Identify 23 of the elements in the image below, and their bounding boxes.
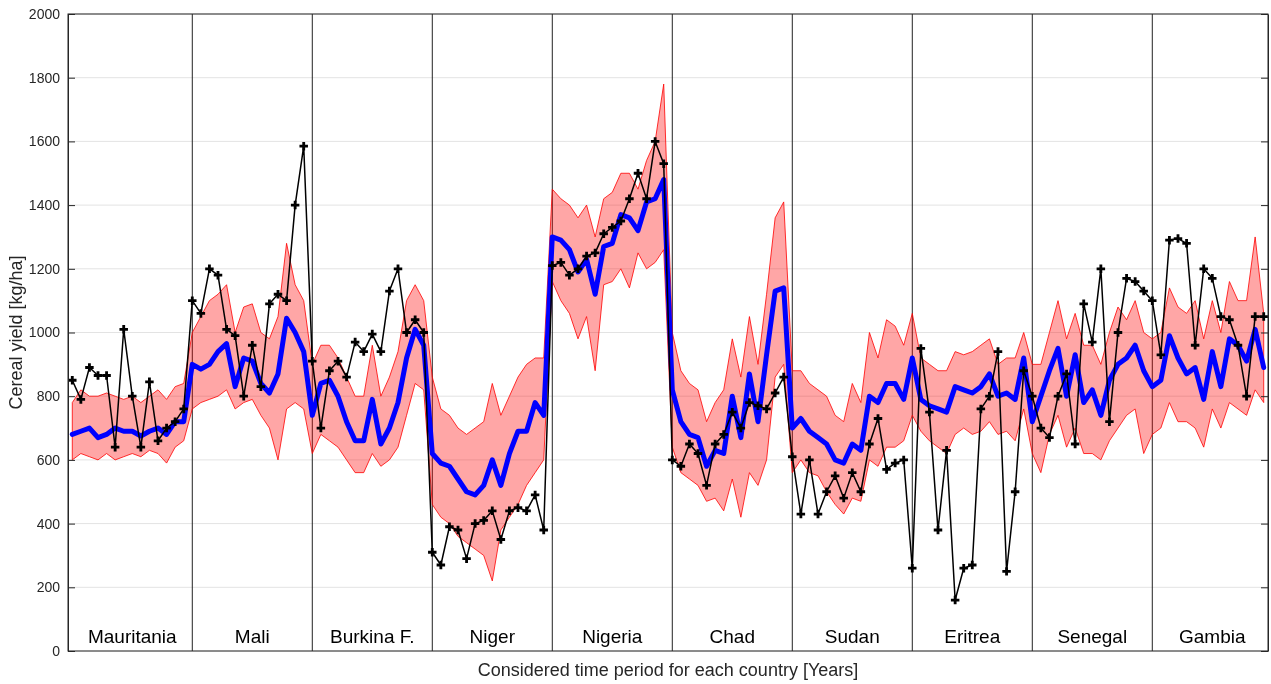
x-tick-label: Chad xyxy=(709,626,755,647)
y-tick-label: 1400 xyxy=(28,197,61,214)
x-tick-label: Nigeria xyxy=(582,626,643,647)
y-tick-label: 1800 xyxy=(28,69,61,86)
y-tick-label: 800 xyxy=(36,388,61,405)
y-tick-label: 2000 xyxy=(28,5,61,22)
y-axis-title: Cereal yield [kg/ha] xyxy=(6,255,26,410)
y-tick-label: 200 xyxy=(36,579,61,596)
x-tick-label: Niger xyxy=(469,626,516,647)
x-axis-title: Considered time period for each country [Years] xyxy=(477,660,859,680)
x-tick-label: Mali xyxy=(234,626,270,647)
x-tick-label: Sudan xyxy=(824,626,880,647)
y-tick-label: 0 xyxy=(52,642,61,659)
x-tick-label: Eritrea xyxy=(944,626,1001,647)
y-tick-label: 1200 xyxy=(28,260,61,277)
x-tick-label: Mauritania xyxy=(87,626,178,647)
x-tick-label: Senegal xyxy=(1057,626,1128,647)
y-tick-label: 1000 xyxy=(28,324,61,341)
y-tick-label: 1600 xyxy=(28,133,61,150)
y-tick-label: 600 xyxy=(36,451,61,468)
x-tick-label: Burkina F. xyxy=(330,626,415,647)
y-tick-label: 400 xyxy=(36,515,61,532)
x-tick-label: Gambia xyxy=(1179,626,1246,647)
